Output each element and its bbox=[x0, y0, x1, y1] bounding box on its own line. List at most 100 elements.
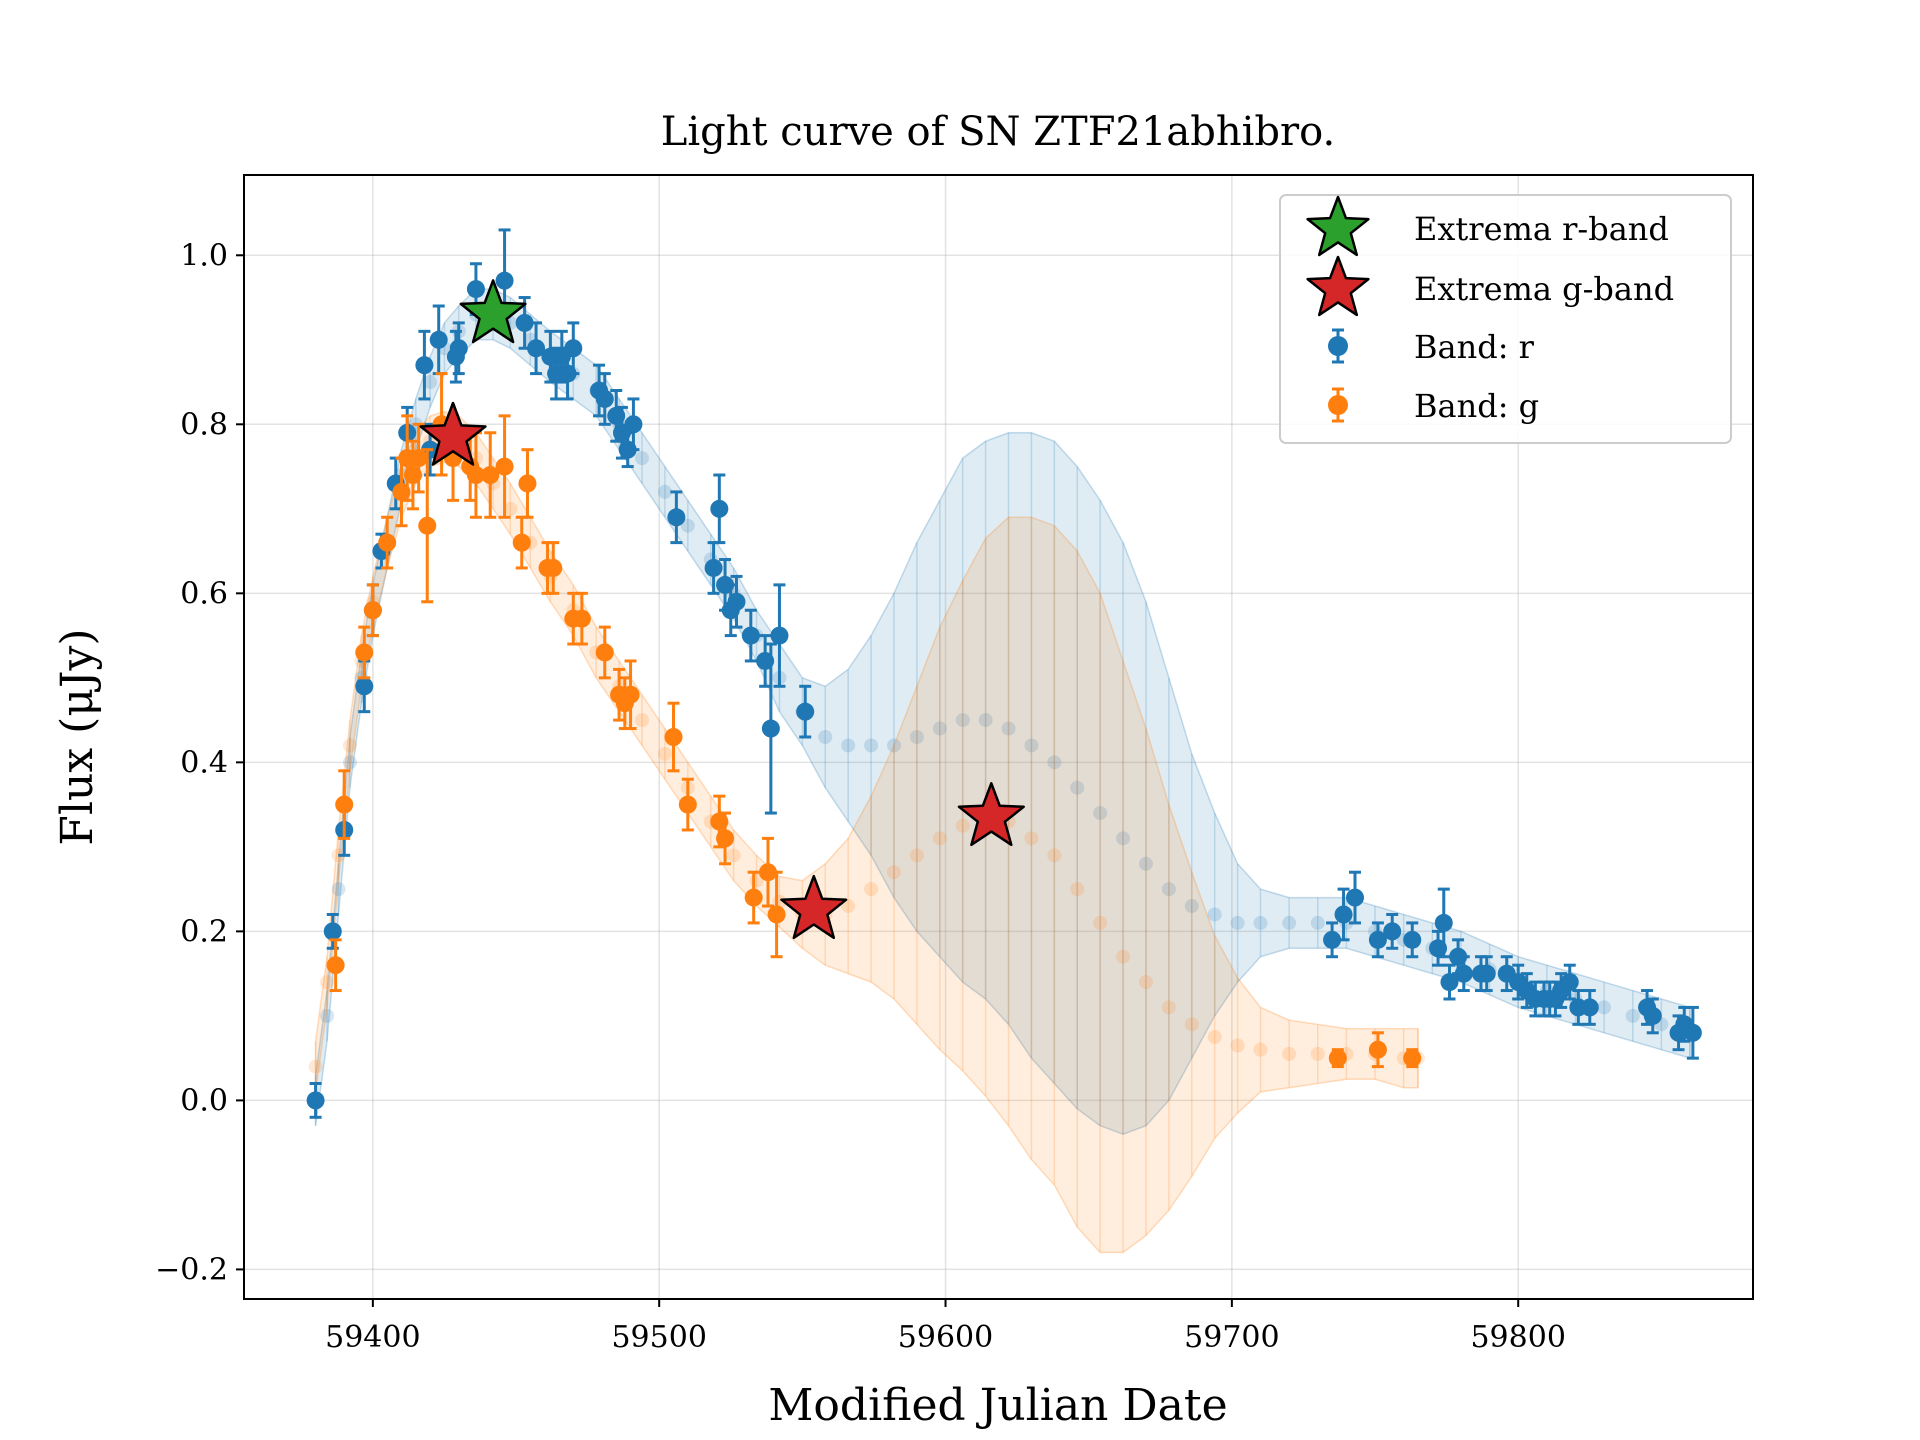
data-point-r bbox=[467, 280, 485, 298]
data-point-r bbox=[430, 331, 448, 349]
gp-mean-point-g bbox=[1070, 882, 1084, 896]
gp-mean-point-g bbox=[320, 975, 334, 989]
data-point-g bbox=[355, 643, 373, 661]
data-point-g bbox=[544, 559, 562, 577]
x-tick-label: 59400 bbox=[325, 1320, 420, 1355]
gp-mean-point-g bbox=[1208, 1030, 1222, 1044]
data-point-r bbox=[1383, 922, 1401, 940]
gp-mean-point-g bbox=[309, 1060, 323, 1074]
gp-mean-point-g bbox=[1116, 950, 1130, 964]
data-point-r bbox=[728, 593, 746, 611]
legend-label-band-r: Band: r bbox=[1414, 328, 1535, 366]
gp-mean-point-r bbox=[1231, 916, 1245, 930]
data-point-r bbox=[1644, 1007, 1662, 1025]
gp-mean-point-g bbox=[1162, 1000, 1176, 1014]
gp-mean-point-g bbox=[1139, 975, 1153, 989]
data-point-r bbox=[1455, 965, 1473, 983]
y-tick-label: 0.0 bbox=[180, 1083, 228, 1118]
data-point-g bbox=[496, 458, 514, 476]
gp-mean-point-g bbox=[1047, 848, 1061, 862]
data-point-g bbox=[768, 905, 786, 923]
x-tick-label: 59800 bbox=[1470, 1320, 1565, 1355]
data-point-r bbox=[770, 627, 788, 645]
gp-mean-point-g bbox=[1024, 831, 1038, 845]
data-point-r bbox=[1581, 998, 1599, 1016]
data-point-r bbox=[1346, 889, 1364, 907]
gp-mean-point-r bbox=[1626, 1009, 1640, 1023]
data-point-g bbox=[665, 728, 683, 746]
data-point-g bbox=[1369, 1041, 1387, 1059]
data-point-r bbox=[450, 339, 468, 357]
data-point-r bbox=[1435, 914, 1453, 932]
gp-mean-point-r bbox=[818, 730, 832, 744]
data-point-r bbox=[762, 720, 780, 738]
data-point-g bbox=[410, 449, 428, 467]
data-point-r bbox=[564, 339, 582, 357]
chart-title: Light curve of SN ZTF21abhibro. bbox=[661, 109, 1335, 155]
gp-mean-point-g bbox=[1282, 1047, 1296, 1061]
data-point-g bbox=[622, 686, 640, 704]
gp-mean-point-r bbox=[1253, 916, 1267, 930]
data-point-g bbox=[327, 956, 345, 974]
legend-marker-r bbox=[1328, 336, 1348, 356]
data-point-g bbox=[378, 534, 396, 552]
gp-mean-point-g bbox=[343, 738, 357, 752]
y-tick-label: −0.2 bbox=[155, 1252, 228, 1287]
data-point-r bbox=[596, 390, 614, 408]
data-point-r bbox=[1403, 931, 1421, 949]
data-point-r bbox=[415, 356, 433, 374]
x-tick-label: 59600 bbox=[898, 1320, 993, 1355]
gp-mean-point-g bbox=[1185, 1017, 1199, 1031]
data-point-g bbox=[518, 474, 536, 492]
x-tick-label: 59700 bbox=[1184, 1320, 1279, 1355]
data-point-r bbox=[1561, 973, 1579, 991]
legend: Extrema r-band Extrema g-band Band: r Ba… bbox=[1280, 195, 1731, 443]
data-point-g bbox=[596, 643, 614, 661]
legend-label-band-g: Band: g bbox=[1414, 387, 1539, 425]
data-point-g bbox=[745, 889, 763, 907]
x-axis-title: Modified Julian Date bbox=[768, 1380, 1227, 1431]
gp-mean-point-g bbox=[635, 713, 649, 727]
gp-mean-point-g bbox=[727, 848, 741, 862]
data-point-g bbox=[418, 517, 436, 535]
data-point-r bbox=[355, 677, 373, 695]
y-tick-label: 0.6 bbox=[180, 576, 228, 611]
gp-mean-point-r bbox=[864, 738, 878, 752]
gp-mean-point-r bbox=[1282, 916, 1296, 930]
gp-mean-point-g bbox=[1093, 916, 1107, 930]
data-point-g bbox=[716, 829, 734, 847]
data-point-g bbox=[335, 796, 353, 814]
gp-mean-point-r bbox=[635, 451, 649, 465]
gp-mean-point-g bbox=[910, 848, 924, 862]
data-point-g bbox=[1403, 1049, 1421, 1067]
gp-mean-point-r bbox=[658, 485, 672, 499]
data-point-g bbox=[1329, 1049, 1347, 1067]
y-tick-label: 1.0 bbox=[180, 238, 228, 273]
data-point-r bbox=[1478, 965, 1496, 983]
gp-mean-point-g bbox=[1231, 1038, 1245, 1052]
x-tick-label: 59500 bbox=[611, 1320, 706, 1355]
data-point-g bbox=[573, 610, 591, 628]
data-point-r bbox=[1335, 905, 1353, 923]
gp-mean-point-r bbox=[841, 738, 855, 752]
data-point-r bbox=[324, 922, 342, 940]
data-point-r bbox=[796, 703, 814, 721]
gp-mean-point-g bbox=[1311, 1047, 1325, 1061]
data-point-g bbox=[364, 601, 382, 619]
data-point-g bbox=[513, 534, 531, 552]
y-tick-label: 0.4 bbox=[180, 745, 228, 780]
gp-mean-point-r bbox=[1597, 1000, 1611, 1014]
data-point-r bbox=[307, 1091, 325, 1109]
gp-mean-point-g bbox=[887, 865, 901, 879]
data-point-r bbox=[624, 415, 642, 433]
legend-marker-g bbox=[1328, 395, 1348, 415]
data-point-r bbox=[710, 500, 728, 518]
legend-label-extrema-r: Extrema r-band bbox=[1414, 210, 1669, 248]
gp-mean-point-g bbox=[956, 819, 970, 833]
legend-label-extrema-g: Extrema g-band bbox=[1414, 270, 1674, 308]
gp-mean-point-g bbox=[933, 831, 947, 845]
data-point-g bbox=[679, 796, 697, 814]
y-tick-label: 0.8 bbox=[180, 407, 228, 442]
data-point-r bbox=[1684, 1024, 1702, 1042]
data-point-r bbox=[742, 627, 760, 645]
